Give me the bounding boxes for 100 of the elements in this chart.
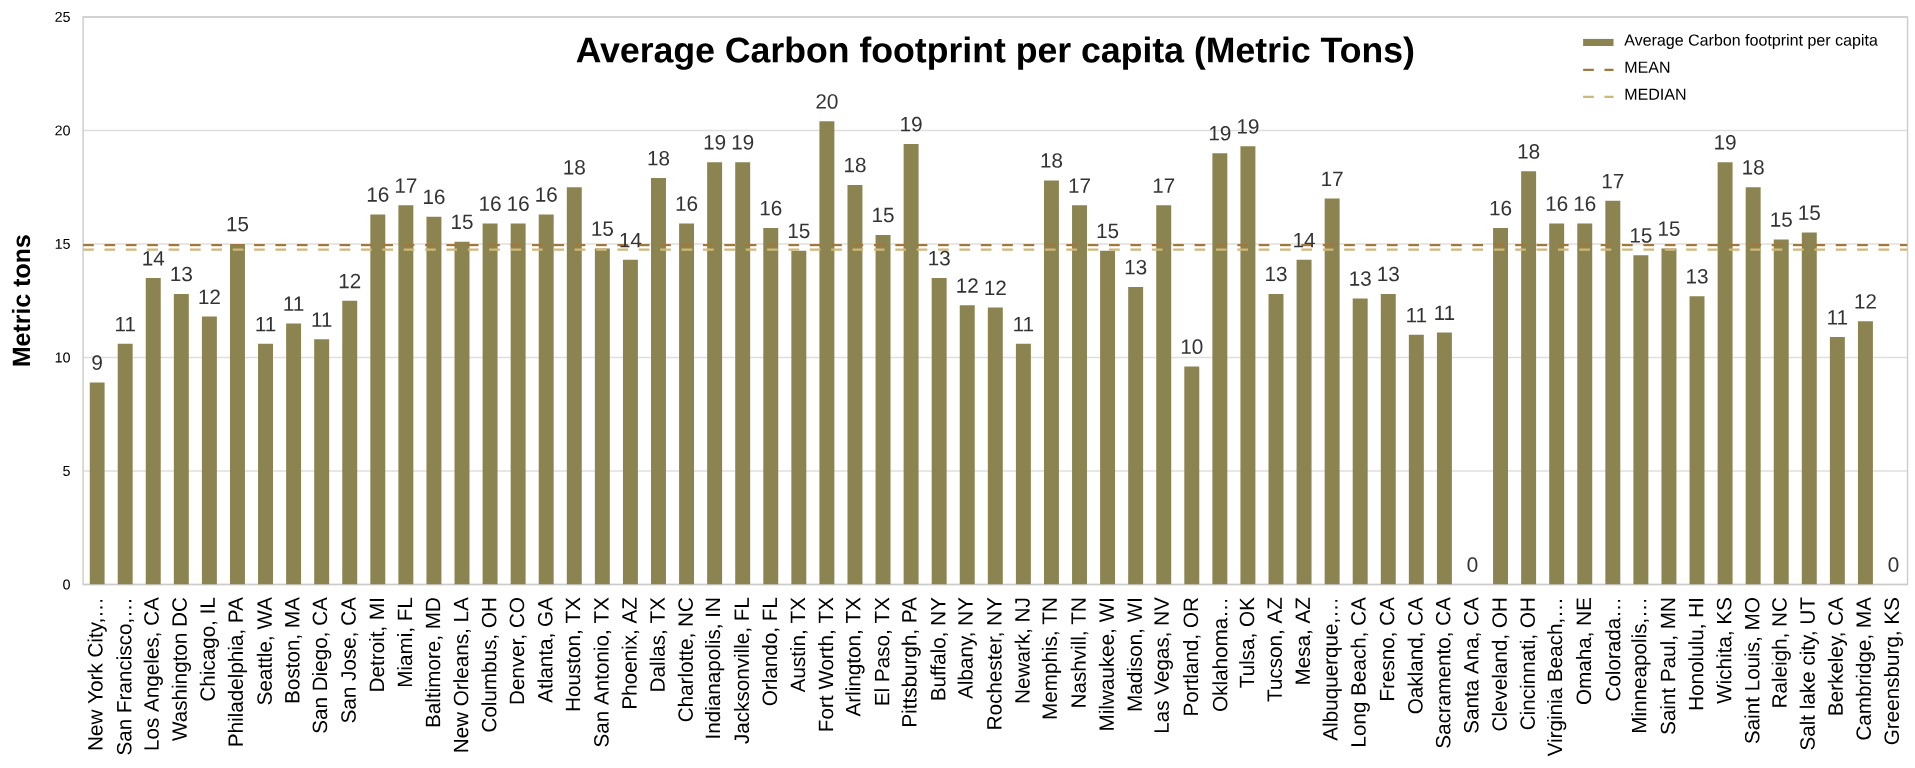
x-tick-label: Arlington, TX: [845, 597, 865, 717]
bar: [1717, 162, 1733, 585]
data-label: 15: [592, 221, 613, 236]
x-tick-label: New York City,…: [87, 599, 107, 750]
legend-label: MEAN: [1625, 61, 1670, 73]
bar: [1521, 171, 1537, 585]
data-label: 18: [1041, 153, 1063, 168]
x-tick-label: Oklahoma…: [1212, 599, 1228, 711]
bar: [1324, 198, 1340, 585]
bar: [594, 248, 610, 585]
x-tick-label: San Francisco,…: [116, 599, 134, 755]
x-tick-label: Cincinnati, OH: [1519, 598, 1538, 730]
bar: [1184, 366, 1200, 585]
text: Average Carbon footprint per capita (Metric Tons): [576, 36, 1414, 70]
x-tick-label: Washington DC: [171, 597, 191, 741]
data-label: 15: [227, 216, 249, 232]
x-tick-label: Raleigh, NC: [1771, 597, 1791, 707]
data-label: 9: [92, 355, 102, 370]
x-tick-label: Santa Ana, CA: [1463, 597, 1481, 733]
bar: [1633, 255, 1649, 585]
bar: [1773, 239, 1789, 585]
data-label: 12: [957, 278, 978, 293]
x-tick-label: Milwaukee, WI: [1098, 598, 1117, 730]
legend-label: MEDIAN: [1625, 88, 1686, 100]
x-tick-label: Philadelphia, PA: [227, 597, 248, 746]
x-tick-label: Indianapolis, IN: [704, 598, 725, 738]
bar: [1072, 205, 1087, 585]
bar: [1156, 205, 1172, 585]
data-label: 19: [704, 134, 726, 150]
y-axis-title: Metric tons: [11, 235, 31, 366]
bar: [258, 343, 274, 585]
data-label: 18: [648, 150, 670, 166]
x-tick-label: Dallas, TX: [649, 597, 668, 691]
x-tick-label: Omaha, NE: [1575, 597, 1594, 704]
data-label: 15: [1659, 221, 1680, 236]
bar: [1801, 232, 1817, 585]
data-label: 19: [732, 134, 754, 150]
data-label: 13: [1687, 268, 1708, 284]
y-tick-label: 0: [63, 579, 70, 590]
data-label: 14: [143, 251, 165, 266]
x-tick-label: Wichita, KS: [1716, 597, 1734, 704]
x-tick-label: Cleveland, OH: [1491, 598, 1510, 731]
bar: [1043, 180, 1059, 585]
x-tick-label: Miami, FL: [397, 597, 415, 687]
x-tick-label: Oakland, CA: [1407, 597, 1426, 714]
data-label: 13: [1125, 259, 1147, 275]
x-tick-label: Baltimore, MD: [425, 598, 443, 727]
data-label: 18: [1743, 159, 1764, 175]
x-tick-label: Las Vegas, NV: [1154, 597, 1173, 732]
bar: [1128, 286, 1144, 585]
bar: [510, 223, 526, 585]
data-label: 14: [620, 232, 642, 248]
data-label: 19: [1715, 134, 1736, 150]
data-label: 11: [256, 316, 276, 332]
bar: [1577, 223, 1593, 585]
bar: [229, 243, 245, 585]
data-label: 17: [395, 178, 417, 193]
data-label: 13: [929, 250, 950, 266]
x-tick-label: Denver, CO: [509, 598, 527, 704]
data-label: 12: [339, 273, 361, 289]
x-tick-label: Jacksonville, FL: [733, 597, 752, 744]
bar: [370, 214, 386, 585]
data-label: 18: [564, 159, 585, 175]
data-label: 12: [199, 289, 220, 304]
x-tick-label: Buffalo, NY: [930, 597, 948, 700]
x-tick-label: Detroit, MI: [369, 598, 387, 691]
data-label: 11: [1435, 305, 1455, 320]
bar: [679, 223, 695, 585]
bar: [538, 214, 554, 585]
x-tick-label: San Jose, CA: [341, 597, 359, 723]
x-tick-label: New Orleans, LA: [453, 597, 471, 752]
x-tick-label: Chicago, IL: [199, 597, 220, 701]
data-label: 15: [1630, 228, 1652, 243]
bar: [1296, 259, 1312, 585]
bar: [342, 300, 358, 585]
data-label: 13: [1378, 266, 1399, 282]
y-tick-label: 25: [55, 11, 70, 22]
data-label: 16: [676, 196, 698, 211]
data-label: 17: [1602, 173, 1624, 189]
bar: [819, 121, 835, 585]
y-tick-label: 20: [55, 125, 70, 136]
bar: [791, 250, 807, 585]
data-label: 15: [452, 214, 473, 230]
data-label: 15: [1097, 223, 1119, 239]
data-label: 10: [1181, 339, 1203, 354]
bar: [903, 143, 919, 585]
data-label: 20: [816, 94, 838, 109]
bar: [1829, 336, 1845, 585]
bar: [1352, 298, 1368, 585]
data-label: 14: [1294, 232, 1315, 248]
x-tick-label: Tucson, AZ: [1267, 597, 1285, 702]
bar: [173, 293, 189, 585]
data-label: 16: [508, 196, 529, 211]
data-label: 16: [480, 196, 501, 211]
data-label: 18: [1518, 144, 1540, 159]
x-tick-label: Albany, NY: [957, 597, 977, 699]
data-label: 17: [1069, 178, 1090, 193]
data-label: 11: [116, 316, 135, 332]
x-tick-label: Madison, WI: [1126, 598, 1145, 711]
bar: [1605, 200, 1621, 585]
